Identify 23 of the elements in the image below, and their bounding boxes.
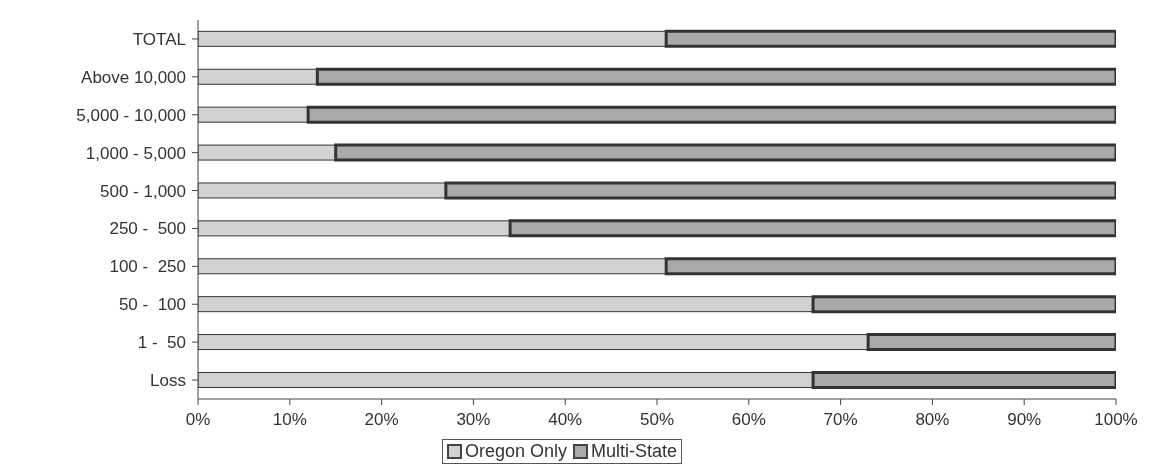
x-tick-label: 50% <box>639 410 675 430</box>
x-tick-label: 40% <box>548 410 583 430</box>
y-tick-label: 100 - 250 <box>109 257 186 277</box>
x-tick-label: 60% <box>731 410 766 430</box>
x-tick-label: 0% <box>185 410 211 430</box>
legend-label: Multi-State <box>591 441 678 462</box>
x-tick-label: 30% <box>456 410 491 430</box>
y-tick-label: TOTAL <box>132 29 186 49</box>
y-tick-label: 1 - 50 <box>137 333 186 353</box>
x-tick-label: 80% <box>915 410 950 430</box>
y-tick-label: 1,000 - 5,000 <box>85 143 186 163</box>
y-tick-label: 5,000 - 10,000 <box>76 105 186 125</box>
x-tick-label: 100% <box>1094 410 1138 430</box>
y-tick-label: Loss <box>150 371 186 391</box>
y-tick-label: 50 - 100 <box>118 295 186 315</box>
y-tick-label: 250 - 500 <box>109 219 186 239</box>
x-tick-label: 70% <box>823 410 858 430</box>
x-tick-label: 90% <box>1007 410 1042 430</box>
legend-label: Oregon Only <box>464 441 568 462</box>
y-tick-label: Above 10,000 <box>81 67 186 87</box>
y-tick-label: 500 - 1,000 <box>99 181 186 201</box>
x-tick-label: 20% <box>364 410 399 430</box>
x-tick-label: 10% <box>272 410 307 430</box>
